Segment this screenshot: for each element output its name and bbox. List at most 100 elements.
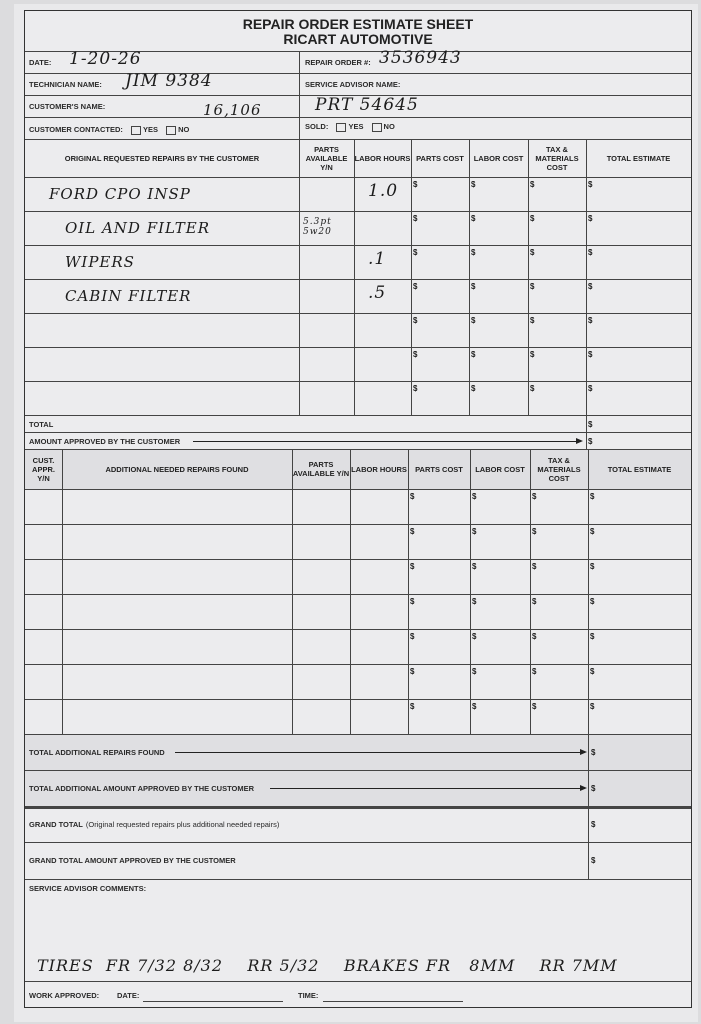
labor-hours[interactable]: .1 xyxy=(368,249,387,269)
repair-description[interactable]: OIL AND FILTER xyxy=(65,219,211,237)
service-advisor-field[interactable]: PRT 54645 xyxy=(315,95,419,115)
row-divider xyxy=(25,211,691,212)
additional-repair-field[interactable] xyxy=(64,491,290,522)
additional-column-header-2: PARTS AVAILABLE Y/N xyxy=(292,460,350,478)
arrow-icon xyxy=(193,438,583,444)
dollar-sign: $ xyxy=(588,180,593,189)
repair-description[interactable]: CABIN FILTER xyxy=(65,287,192,305)
contacted-no-checkbox[interactable] xyxy=(166,125,177,135)
repair-description[interactable]: FORD CPO INSP xyxy=(49,185,191,203)
column-header-6: TOTAL ESTIMATE xyxy=(606,153,671,163)
column-divider xyxy=(292,449,293,734)
dollar-sign: $ xyxy=(471,316,476,325)
additional-repair-field[interactable] xyxy=(64,631,290,662)
grand-total-approved-label: GRAND TOTAL AMOUNT APPROVED BY THE CUSTO… xyxy=(29,856,236,865)
repair-description[interactable]: WIPERS xyxy=(65,253,135,271)
dollar-sign: $ xyxy=(413,282,418,291)
dollar-sign: $ xyxy=(413,350,418,359)
dollar-sign: $ xyxy=(530,248,535,257)
row-divider xyxy=(25,524,691,525)
work-time-line[interactable] xyxy=(323,1001,463,1002)
row-divider xyxy=(25,594,691,595)
contacted-yes-checkbox[interactable] xyxy=(130,125,141,135)
customer-contacted-label: CUSTOMER CONTACTED: YES NO xyxy=(29,125,189,135)
dollar-sign: $ xyxy=(590,632,595,641)
additional-repair-field[interactable] xyxy=(64,666,290,697)
row-divider xyxy=(25,432,691,433)
dollar-sign: $ xyxy=(530,180,535,189)
dollar-sign: $ xyxy=(588,316,593,325)
comments-field[interactable]: TIRES FR 7/32 8/32 RR 5/32 BRAKES FR 8MM… xyxy=(37,956,618,975)
row-divider xyxy=(25,879,691,880)
row-divider xyxy=(25,245,691,246)
dollar-sign: $ xyxy=(588,214,593,223)
dollar-sign: $ xyxy=(471,282,476,291)
additional-repair-field[interactable] xyxy=(64,526,290,557)
dollar-sign: $ xyxy=(472,702,477,711)
additional-repair-field[interactable] xyxy=(64,701,290,732)
dollar-sign: $ xyxy=(410,702,415,711)
dollar-sign: $ xyxy=(591,820,596,829)
sold-label: SOLD: YES NO xyxy=(305,122,395,132)
column-divider xyxy=(408,449,409,734)
dollar-sign: $ xyxy=(590,667,595,676)
header-divider xyxy=(25,177,691,178)
dollar-sign: $ xyxy=(590,562,595,571)
work-date-line[interactable] xyxy=(143,1001,283,1002)
additional-column-header-1: ADDITIONAL NEEDED REPAIRS FOUND xyxy=(105,464,249,474)
column-divider xyxy=(299,139,300,415)
contacted-yes-label: YES xyxy=(142,125,158,134)
work-date-label: DATE: xyxy=(117,991,140,1000)
dollar-sign: $ xyxy=(591,748,596,757)
labor-hours[interactable]: .5 xyxy=(368,283,387,303)
dollar-sign: $ xyxy=(410,667,415,676)
sold-no-checkbox[interactable] xyxy=(371,122,382,132)
customer-name-label: CUSTOMER'S NAME: xyxy=(29,102,106,111)
dollar-sign: $ xyxy=(472,597,477,606)
row-divider xyxy=(25,381,691,382)
dollar-sign: $ xyxy=(413,214,418,223)
additional-repair-field[interactable] xyxy=(64,596,290,627)
repair-order-form: REPAIR ORDER ESTIMATE SHEET RICART AUTOM… xyxy=(24,10,692,1008)
repair-order-field[interactable]: 3536943 xyxy=(379,48,462,68)
row-divider xyxy=(25,734,691,735)
labor-hours[interactable]: 1.0 xyxy=(368,181,399,201)
dollar-sign: $ xyxy=(530,384,535,393)
parts-available[interactable]: 5.3pt 5w20 xyxy=(303,217,332,237)
dollar-sign: $ xyxy=(413,248,418,257)
total-additional-label: TOTAL ADDITIONAL REPAIRS FOUND xyxy=(29,748,165,757)
date-label: DATE: xyxy=(29,58,52,67)
service-advisor-label: SERVICE ADVISOR NAME: xyxy=(305,80,401,89)
additional-column-header-0: CUST. APPR. Y/N xyxy=(32,455,55,483)
dollar-sign: $ xyxy=(472,527,477,536)
row-divider xyxy=(25,279,691,280)
grand-total-label: GRAND TOTAL (Original requested repairs p… xyxy=(29,820,279,829)
dollar-sign: $ xyxy=(532,702,537,711)
column-divider xyxy=(528,139,529,415)
work-time-label: TIME: xyxy=(298,991,319,1000)
column-divider xyxy=(354,139,355,415)
technician-field[interactable]: JIM 9384 xyxy=(125,71,213,91)
totals-shade xyxy=(25,735,691,807)
date-field[interactable]: 1-20-26 xyxy=(69,49,142,69)
dollar-sign: $ xyxy=(532,562,537,571)
column-divider xyxy=(62,449,63,734)
row-divider xyxy=(25,313,691,314)
column-header-0: ORIGINAL REQUESTED REPAIRS BY THE CUSTOM… xyxy=(64,153,260,163)
dollar-sign: $ xyxy=(410,492,415,501)
additional-column-header-5: LABOR COST xyxy=(475,464,525,474)
dollar-sign: $ xyxy=(530,282,535,291)
dollar-sign: $ xyxy=(471,214,476,223)
row-divider xyxy=(25,664,691,665)
column-divider xyxy=(411,139,412,415)
dollar-sign: $ xyxy=(588,248,593,257)
dollar-sign: $ xyxy=(410,562,415,571)
amount-approved-label: AMOUNT APPROVED BY THE CUSTOMER xyxy=(29,437,181,446)
additional-repair-field[interactable] xyxy=(64,561,290,592)
customer-name-field[interactable]: 16,106 xyxy=(203,101,262,119)
row-divider xyxy=(25,699,691,700)
header-divider xyxy=(25,489,691,490)
dollar-sign: $ xyxy=(590,702,595,711)
dollar-sign: $ xyxy=(532,632,537,641)
sold-yes-checkbox[interactable] xyxy=(336,122,347,132)
